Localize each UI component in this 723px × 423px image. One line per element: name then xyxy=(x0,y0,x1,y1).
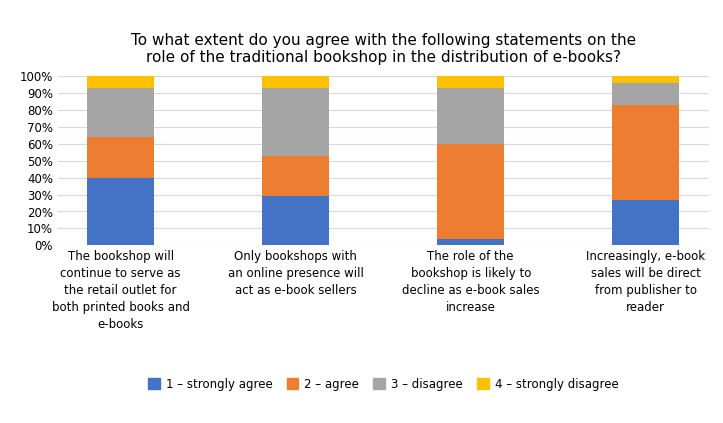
Bar xyxy=(612,105,679,200)
Title: To what extent do you agree with the following statements on the
role of the tra: To what extent do you agree with the fol… xyxy=(131,33,636,65)
Bar xyxy=(87,88,154,137)
Bar xyxy=(87,137,154,178)
Bar xyxy=(437,239,504,245)
Bar xyxy=(262,196,329,245)
Bar xyxy=(437,76,504,88)
Bar xyxy=(437,144,504,239)
Legend: 1 – strongly agree, 2 – agree, 3 – disagree, 4 – strongly disagree: 1 – strongly agree, 2 – agree, 3 – disag… xyxy=(143,373,623,396)
Bar xyxy=(87,76,154,88)
Bar xyxy=(612,200,679,245)
Bar xyxy=(262,88,329,156)
Bar xyxy=(262,156,329,196)
Bar xyxy=(612,76,679,83)
Bar xyxy=(87,178,154,245)
Bar xyxy=(437,88,504,144)
Bar xyxy=(612,83,679,105)
Bar xyxy=(262,76,329,88)
